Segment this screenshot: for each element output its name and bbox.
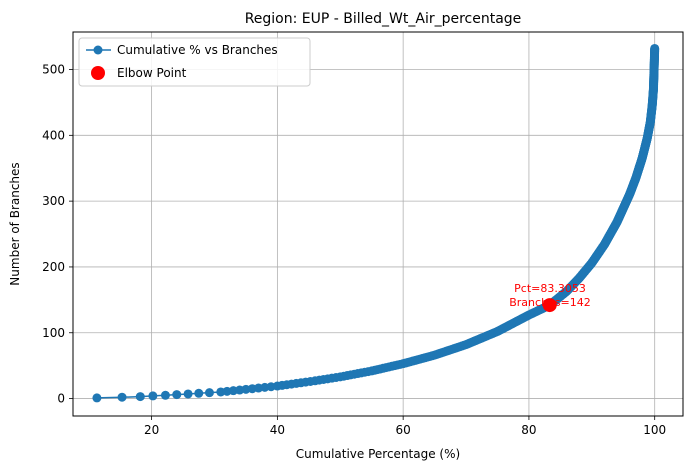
x-tick-label: 100 <box>643 423 666 437</box>
annotation-branches: Branches=142 <box>509 296 591 309</box>
plot-frame <box>72 31 684 417</box>
data-point <box>204 388 214 398</box>
annotation-pct: Pct=83.3053 <box>514 282 586 295</box>
data-point <box>160 390 170 400</box>
data-point <box>172 390 182 400</box>
x-tick-label: 80 <box>521 423 536 437</box>
plot-area <box>73 32 683 416</box>
x-axis-label: Cumulative Percentage (%) <box>296 447 460 461</box>
y-tick-label: 200 <box>42 260 65 274</box>
data-point <box>194 388 204 398</box>
y-tick-label: 300 <box>42 194 65 208</box>
data-point <box>135 392 145 402</box>
legend-label-elbow: Elbow Point <box>117 66 187 80</box>
annotation: Pct=83.3053 Branches=142 <box>509 282 591 309</box>
series-layer <box>92 43 660 403</box>
elbow-point <box>542 298 557 313</box>
legend: Cumulative % vs Branches Elbow Point <box>78 37 311 87</box>
y-tick-label: 500 <box>42 63 65 77</box>
x-tick-label: 60 <box>396 423 411 437</box>
y-axis-label: Number of Branches <box>8 162 22 285</box>
x-axis-ticks: 20 40 60 80 100 <box>144 416 666 437</box>
x-tick-label: 40 <box>270 423 285 437</box>
data-point <box>92 393 102 403</box>
chart-title: Region: EUP - Billed_Wt_Air_percentage <box>245 11 522 27</box>
y-tick-label: 100 <box>42 326 65 340</box>
y-tick-label: 0 <box>57 392 65 406</box>
data-point <box>650 43 660 53</box>
data-point <box>183 389 193 399</box>
x-tick-label: 20 <box>144 423 159 437</box>
data-point <box>148 391 158 401</box>
y-tick-label: 400 <box>42 128 65 142</box>
legend-label-series: Cumulative % vs Branches <box>117 43 278 57</box>
legend-elbow-icon <box>91 66 105 80</box>
data-point <box>117 392 127 402</box>
legend-box <box>78 37 311 87</box>
y-axis-ticks: 0 100 200 300 400 500 <box>42 63 73 406</box>
legend-marker-icon <box>93 45 103 55</box>
